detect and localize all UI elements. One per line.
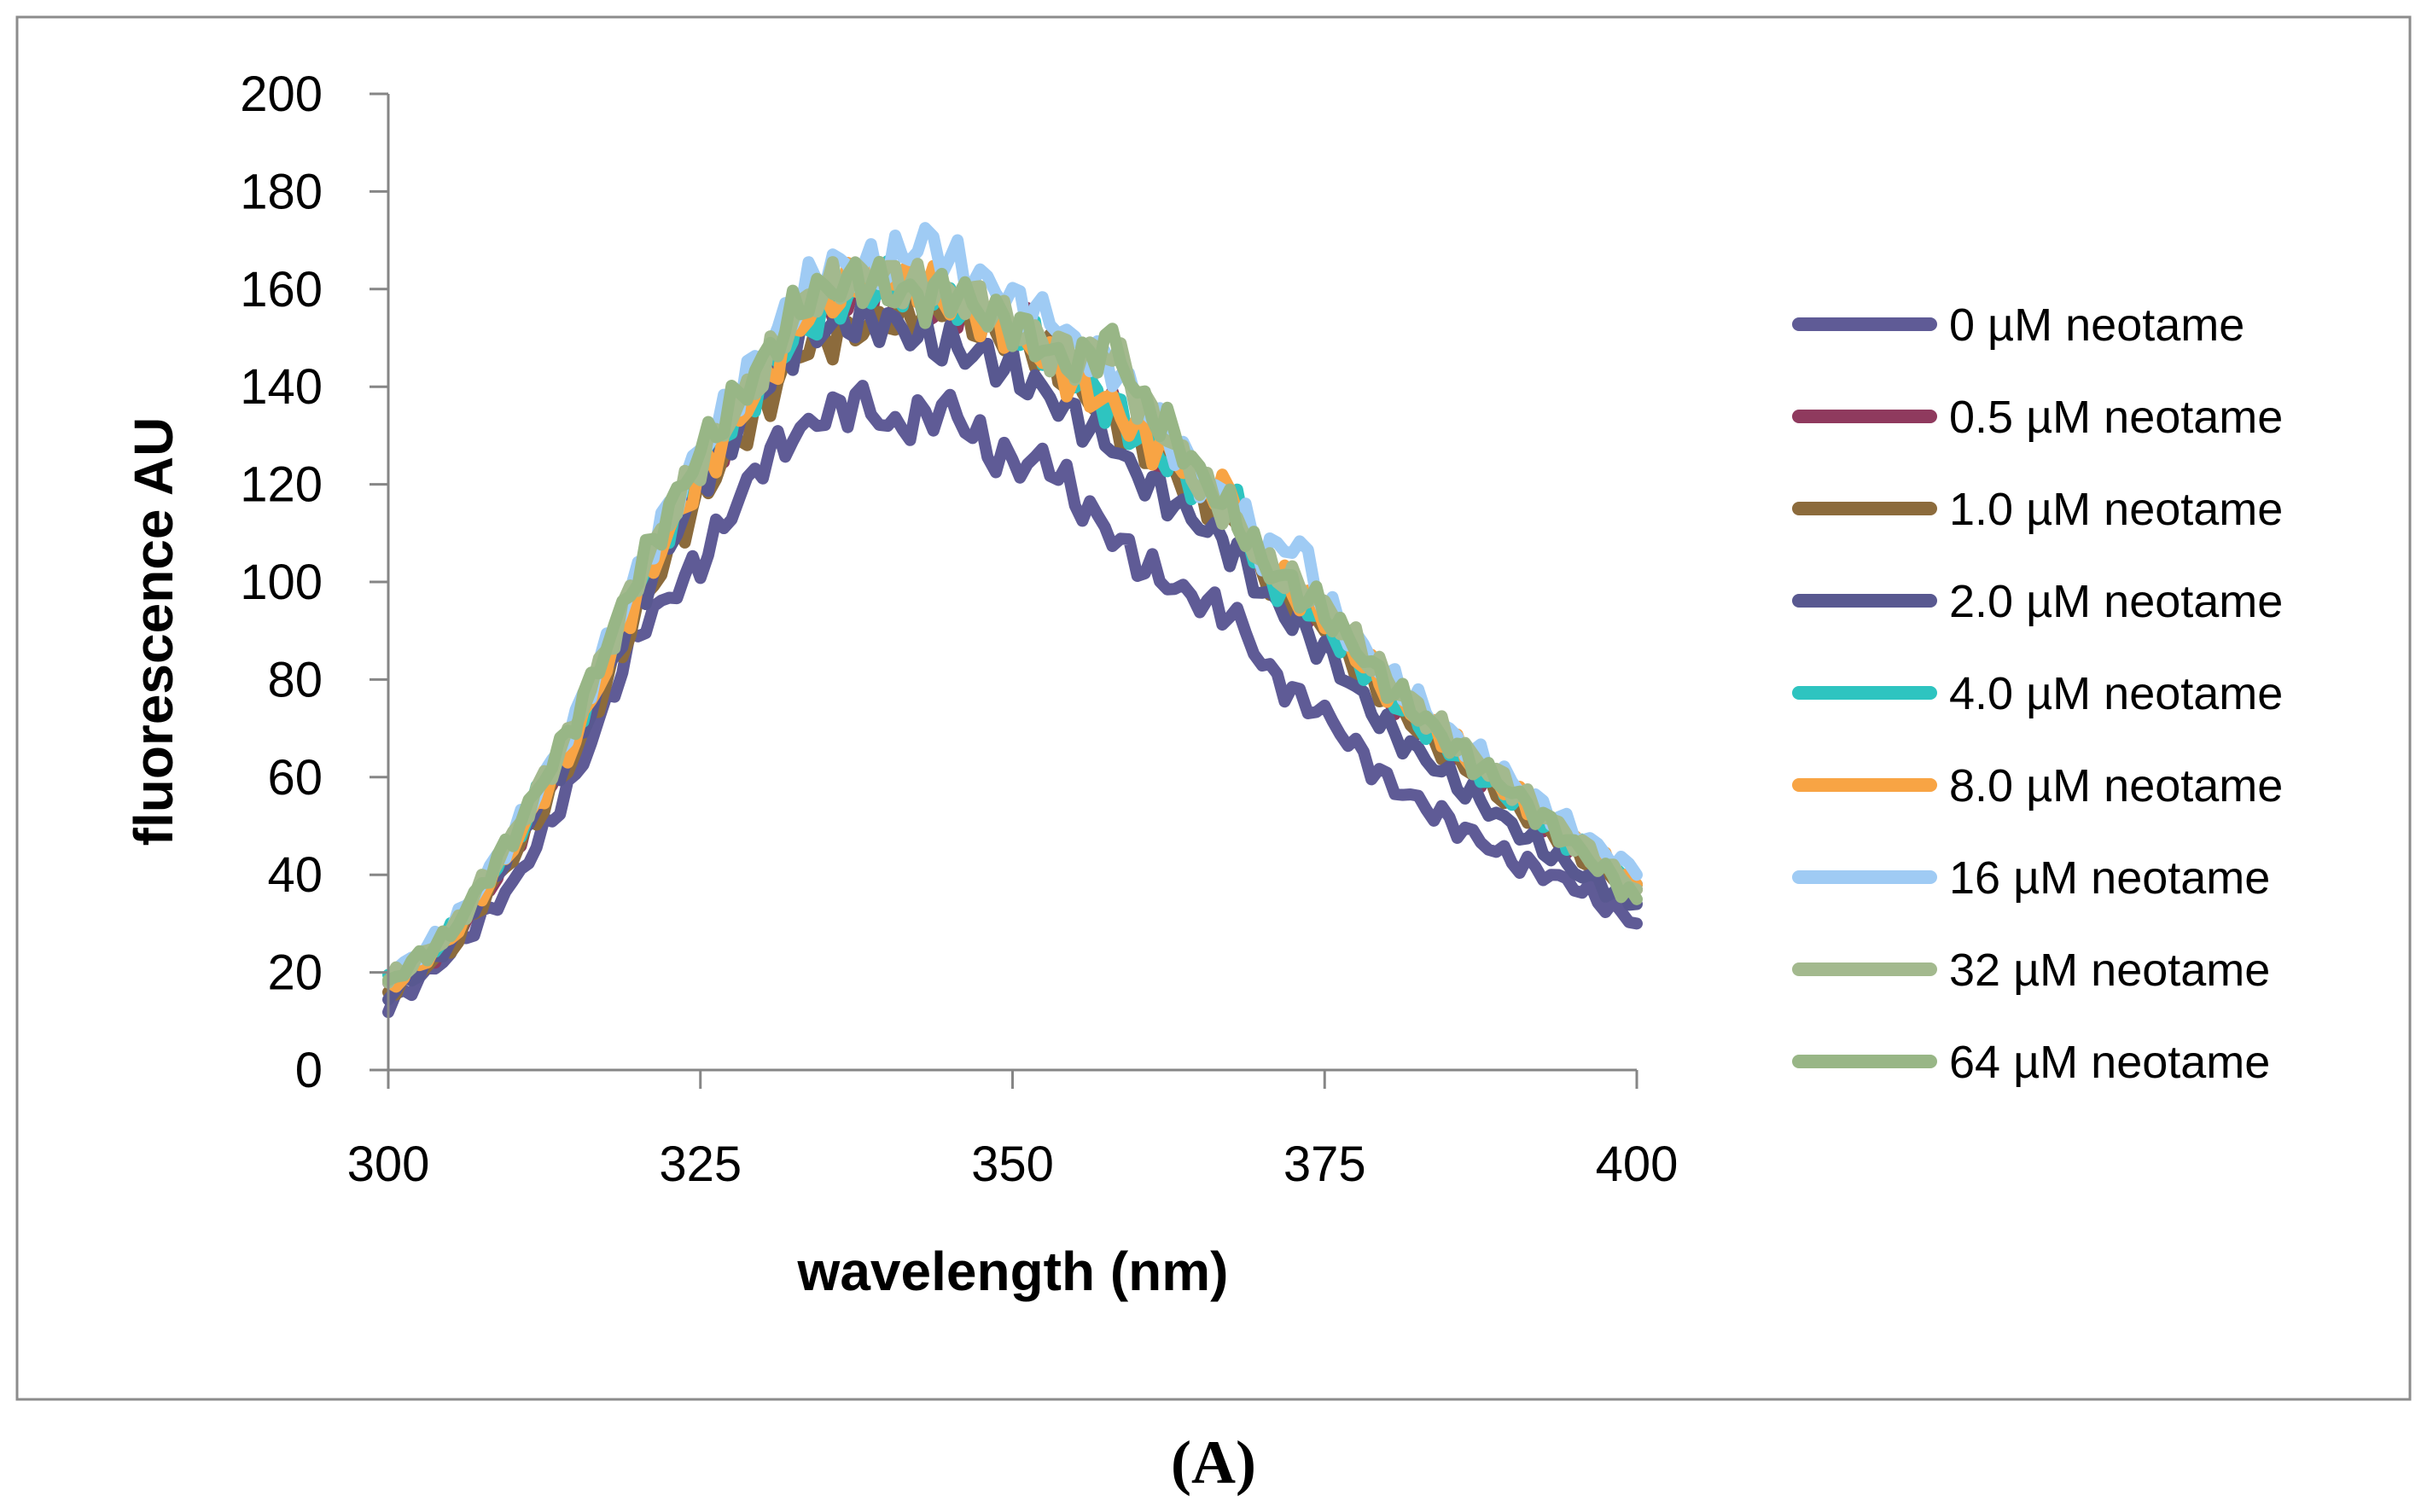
legend-label-6: 16 µM neotame (1949, 852, 2270, 904)
chart-frame (15, 15, 2412, 1401)
legend-label-3: 2.0 µM neotame (1949, 576, 2283, 627)
y-tick-label: 140 (240, 359, 323, 415)
series-line-8 (382, 255, 1643, 986)
y-tick-label: 120 (240, 457, 323, 513)
y-tick-label: 160 (240, 262, 323, 317)
x-axis-title: wavelength (nm) (797, 1241, 1229, 1302)
legend-label-4: 4.0 µM neotame (1949, 668, 2283, 719)
y-tick-label: 0 (295, 1043, 323, 1098)
y-tick-label: 80 (267, 652, 323, 707)
legend-label-2: 1.0 µM neotame (1949, 484, 2283, 535)
legend-label-0: 0 µM neotame (1949, 299, 2244, 351)
legend-label-7: 32 µM neotame (1949, 945, 2270, 996)
y-axis-title: fluorescence AU (123, 417, 184, 846)
series-line-0 (382, 380, 1643, 1019)
legend-label-1: 0.5 µM neotame (1949, 392, 2283, 443)
x-axis: 300 325 350 375 400 (347, 1068, 1679, 1192)
panel-label: (A) (1171, 1428, 1256, 1497)
y-tick-label: 180 (240, 164, 323, 219)
y-tick-label: 40 (267, 847, 323, 903)
x-tick-label: 375 (1283, 1137, 1366, 1192)
legend: 0 µM neotame 0.5 µM neotame 1.0 µM neotame… (1792, 299, 2283, 1088)
legend-label-5: 8.0 µM neotame (1949, 760, 2283, 811)
x-tick-label: 400 (1596, 1137, 1679, 1192)
plot-area (382, 222, 1643, 1019)
y-tick-label: 60 (267, 750, 323, 805)
y-axis: 0 20 40 60 80 100 120 140 160 180 200 (240, 67, 390, 1098)
x-tick-label: 350 (971, 1137, 1054, 1192)
y-tick-label: 100 (240, 555, 323, 610)
x-tick-label: 325 (659, 1137, 742, 1192)
x-tick-label: 300 (347, 1137, 430, 1192)
legend-label-8: 64 µM neotame (1949, 1037, 2270, 1088)
y-tick-label: 200 (240, 67, 323, 122)
y-tick-label: 20 (267, 945, 323, 1001)
